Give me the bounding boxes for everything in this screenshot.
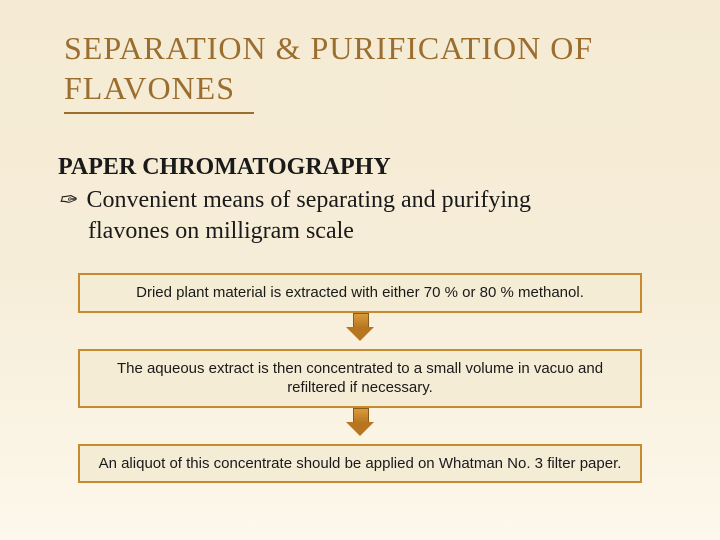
subheading: PAPER CHROMATOGRAPHY <box>58 154 662 181</box>
bullet-icon: ✑ <box>58 187 76 213</box>
content-area: PAPER CHROMATOGRAPHY ✑ Convenient means … <box>0 114 720 483</box>
flow-step-3: An aliquot of this concentrate should be… <box>78 444 642 484</box>
flow-step-2: The aqueous extract is then concentrated… <box>78 349 642 408</box>
bullet-item: ✑ Convenient means of separating and pur… <box>58 185 662 216</box>
flowchart: Dried plant material is extracted with e… <box>58 273 662 483</box>
slide-title: SEPARATION & PURIFICATION OF FLAVONES <box>64 28 656 108</box>
title-line-1: SEPARATION & PURIFICATION OF <box>64 30 593 66</box>
title-block: SEPARATION & PURIFICATION OF FLAVONES <box>0 0 720 114</box>
title-line-2: FLAVONES <box>64 70 235 106</box>
bullet-text-line-2: flavones on milligram scale <box>88 216 662 247</box>
bullet-text-line-1: Convenient means of separating and purif… <box>86 185 531 216</box>
flow-step-1: Dried plant material is extracted with e… <box>78 273 642 313</box>
